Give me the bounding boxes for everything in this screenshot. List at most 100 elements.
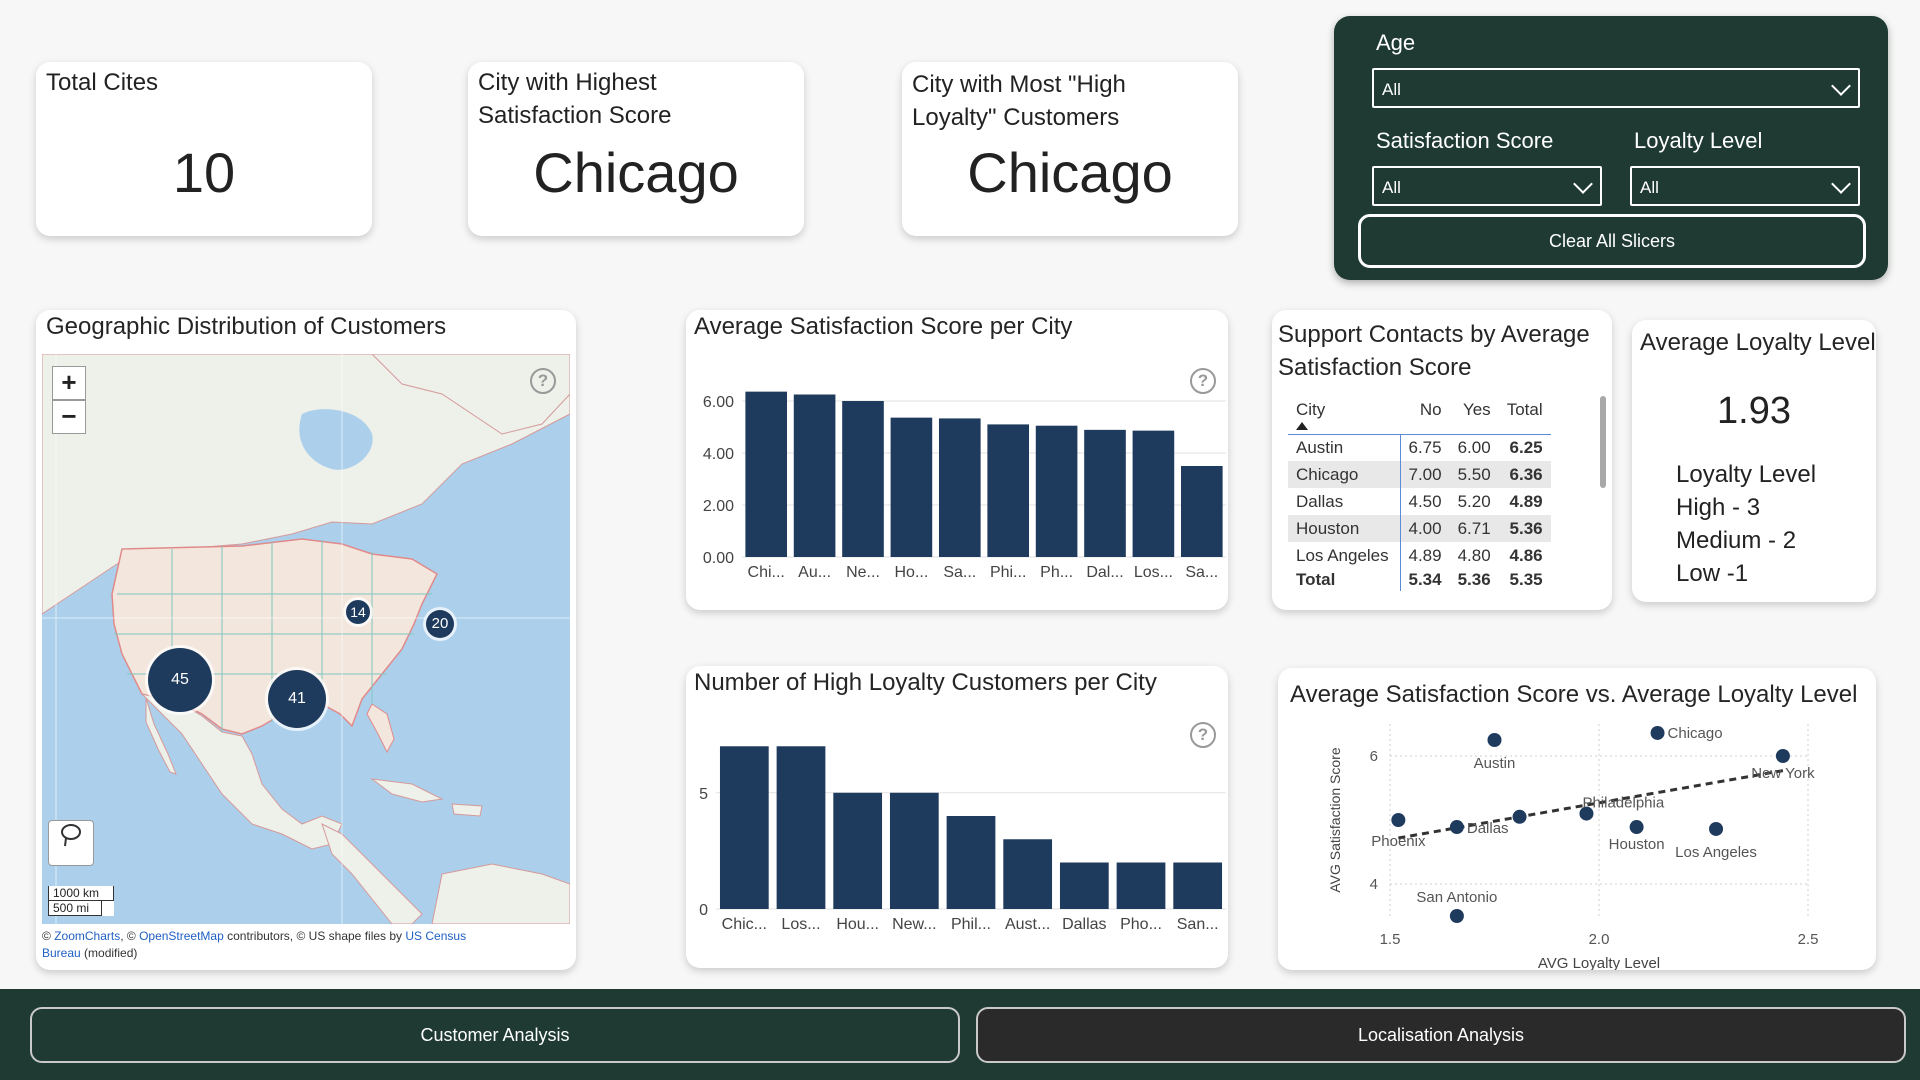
x-tick-label: Ph...	[1040, 564, 1073, 581]
column-header-no[interactable]: No	[1419, 400, 1442, 419]
x-axis-label: AVG Loyalty Level	[1538, 955, 1660, 970]
bottom-nav-bar: Customer Analysis Localisation Analysis	[0, 989, 1920, 1080]
bar[interactable]	[1116, 862, 1166, 909]
bar[interactable]	[842, 401, 884, 557]
kpi-highest-satisfaction-title-line2: Satisfaction Score	[478, 102, 672, 129]
scatter-point[interactable]	[1512, 809, 1527, 824]
satisfaction-vs-loyalty-title: Average Satisfaction Score vs. Average L…	[1290, 681, 1858, 708]
satisfaction-vs-loyalty-card: Average Satisfaction Score vs. Average L…	[1278, 668, 1876, 970]
age-slicer-dropdown[interactable]: All	[1372, 68, 1860, 108]
chart-help-icon[interactable]: ?	[1190, 722, 1216, 748]
point-label: Dallas	[1467, 820, 1509, 837]
cell-yes: 6.71	[1449, 515, 1499, 542]
column-header-yes[interactable]: Yes	[1462, 400, 1491, 419]
loyalty-legend: Loyalty Level High - 3 Medium - 2 Low -1	[1676, 458, 1816, 590]
scatter-point[interactable]	[1449, 820, 1464, 835]
y-tick-label: 0	[699, 902, 708, 919]
bar[interactable]	[1003, 839, 1053, 909]
map-hudson-bay	[299, 409, 373, 470]
zoom-out-button[interactable]: −	[52, 400, 86, 434]
scatter-point[interactable]	[1449, 909, 1464, 923]
kpi-most-high-loyalty-title-line2: Loyalty" Customers	[912, 104, 1120, 131]
chart-help-icon[interactable]: ?	[1190, 368, 1216, 394]
map-help-icon[interactable]: ?	[530, 368, 556, 394]
x-tick-label: Au...	[798, 564, 831, 581]
map-cluster-45[interactable]: 45	[148, 648, 212, 712]
loyalty-slicer-dropdown[interactable]: All	[1630, 166, 1860, 206]
table-total-row: Total 5.34 5.36 5.35	[1288, 569, 1551, 591]
column-header-city-label: City	[1296, 400, 1326, 419]
bar[interactable]	[719, 746, 769, 909]
scatter-point[interactable]	[1709, 821, 1724, 836]
column-header-total[interactable]: Total	[1506, 400, 1543, 419]
scatter-point[interactable]	[1391, 813, 1406, 827]
y-tick-label: 0.00	[703, 550, 734, 567]
bar[interactable]	[938, 418, 981, 557]
chevron-down-icon	[1831, 76, 1851, 96]
attr-text: (modified)	[80, 946, 138, 960]
bar[interactable]	[1173, 862, 1223, 909]
total-cell-total: 5.35	[1509, 570, 1543, 589]
bar[interactable]	[793, 394, 836, 558]
zoom-in-button[interactable]: +	[52, 366, 86, 400]
bar[interactable]	[890, 417, 933, 557]
loyalty-legend-title: Loyalty Level	[1676, 461, 1817, 488]
map-cluster-14[interactable]: 14	[346, 600, 370, 624]
bar[interactable]	[745, 391, 788, 557]
x-tick-label: Ne...	[846, 564, 880, 581]
table-row[interactable]: Chicago 7.00 5.50 6.36	[1288, 461, 1551, 488]
openstreetmap-link[interactable]: OpenStreetMap	[139, 929, 224, 943]
lasso-select-button[interactable]	[48, 820, 94, 866]
scatter-point[interactable]	[1579, 806, 1594, 821]
clear-all-slicers-button[interactable]: Clear All Slicers	[1358, 214, 1866, 268]
scatter-point[interactable]	[1629, 820, 1644, 835]
cell-city: Dallas	[1288, 488, 1401, 515]
us-census-bureau-link[interactable]: Bureau	[42, 946, 81, 960]
bar[interactable]	[833, 792, 883, 909]
localisation-analysis-button[interactable]: Localisation Analysis	[976, 1007, 1906, 1063]
us-census-link[interactable]: US Census	[405, 929, 467, 943]
bar[interactable]	[776, 746, 826, 909]
bar[interactable]	[1132, 430, 1175, 557]
sort-ascending-icon	[1296, 422, 1308, 430]
scale-mi: 500 mi	[48, 901, 102, 916]
bar[interactable]	[1180, 466, 1223, 557]
customer-analysis-button[interactable]: Customer Analysis	[30, 1007, 960, 1063]
map-cluster-41[interactable]: 41	[268, 670, 326, 728]
table-row[interactable]: Houston 4.00 6.71 5.36	[1288, 515, 1551, 542]
bar[interactable]	[1059, 862, 1109, 909]
bar[interactable]	[889, 792, 939, 909]
bar[interactable]	[946, 816, 996, 909]
point-label: Chicago	[1668, 725, 1723, 742]
average-loyalty-card: Average Loyalty Level 1.93 Loyalty Level…	[1632, 320, 1876, 602]
table-row[interactable]: Los Angeles 4.89 4.80 4.86	[1288, 542, 1551, 569]
kpi-most-high-loyalty-title-line1: City with Most "High	[912, 71, 1126, 98]
bar[interactable]	[987, 424, 1030, 557]
satisfaction-slicer-dropdown[interactable]: All	[1372, 166, 1602, 206]
zoomcharts-link[interactable]: ZoomCharts	[54, 929, 121, 943]
column-header-city[interactable]: City	[1288, 394, 1400, 434]
average-loyalty-value: 1.93	[1717, 390, 1791, 432]
table-row[interactable]: Dallas 4.50 5.20 4.89	[1288, 488, 1551, 515]
point-label: Phoenix	[1371, 833, 1426, 850]
bar[interactable]	[1084, 429, 1126, 557]
cell-city: Los Angeles	[1288, 542, 1401, 569]
map-land-central-america	[321, 823, 423, 924]
cell-total: 4.89	[1509, 491, 1543, 511]
x-tick-label: Pho...	[1120, 916, 1162, 933]
scatter-point[interactable]	[1650, 725, 1665, 740]
scatter-point[interactable]	[1775, 749, 1790, 763]
kpi-total-cities-title: Total Cites	[46, 69, 159, 96]
y-tick-label: 5	[699, 786, 708, 803]
lasso-icon	[61, 824, 81, 847]
scatter-point[interactable]	[1487, 733, 1502, 747]
x-tick-label: Phi...	[990, 564, 1026, 581]
bar[interactable]	[1035, 425, 1078, 557]
satisfaction-slicer-label: Satisfaction Score	[1376, 128, 1554, 153]
table-scrollbar[interactable]	[1600, 396, 1606, 488]
map-cluster-20[interactable]: 20	[426, 610, 454, 638]
satisfaction-per-city-card: Average Satisfaction Score per City ? 0.…	[686, 310, 1228, 610]
age-slicer-value: All	[1382, 80, 1401, 99]
table-row[interactable]: Austin 6.75 6.00 6.25	[1288, 434, 1551, 461]
map-viewport[interactable]: + − ? 45 41 14 20 1000 km 500 mi	[42, 354, 570, 924]
